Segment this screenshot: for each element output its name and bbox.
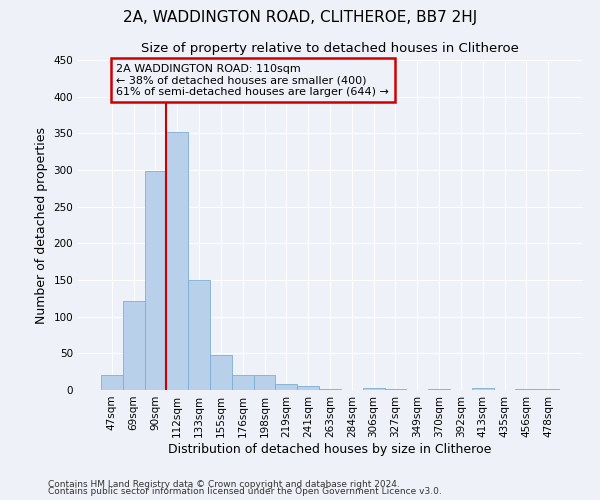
Bar bbox=[297, 386, 319, 390]
Bar bbox=[428, 388, 450, 390]
Bar bbox=[254, 374, 275, 390]
Bar bbox=[210, 355, 232, 390]
X-axis label: Distribution of detached houses by size in Clitheroe: Distribution of detached houses by size … bbox=[169, 442, 491, 456]
Bar bbox=[123, 300, 145, 390]
Bar bbox=[537, 388, 559, 390]
Bar bbox=[232, 374, 254, 390]
Title: Size of property relative to detached houses in Clitheroe: Size of property relative to detached ho… bbox=[141, 42, 519, 54]
Text: Contains HM Land Registry data © Crown copyright and database right 2024.: Contains HM Land Registry data © Crown c… bbox=[48, 480, 400, 489]
Bar bbox=[363, 388, 385, 390]
Text: 2A WADDINGTON ROAD: 110sqm
← 38% of detached houses are smaller (400)
61% of sem: 2A WADDINGTON ROAD: 110sqm ← 38% of deta… bbox=[116, 64, 389, 97]
Text: Contains public sector information licensed under the Open Government Licence v3: Contains public sector information licen… bbox=[48, 487, 442, 496]
Text: 2A, WADDINGTON ROAD, CLITHEROE, BB7 2HJ: 2A, WADDINGTON ROAD, CLITHEROE, BB7 2HJ bbox=[123, 10, 477, 25]
Bar bbox=[319, 388, 341, 390]
Bar bbox=[188, 280, 210, 390]
Bar bbox=[275, 384, 297, 390]
Bar bbox=[145, 172, 166, 390]
Bar bbox=[472, 388, 494, 390]
Y-axis label: Number of detached properties: Number of detached properties bbox=[35, 126, 48, 324]
Bar bbox=[101, 376, 123, 390]
Bar bbox=[166, 132, 188, 390]
